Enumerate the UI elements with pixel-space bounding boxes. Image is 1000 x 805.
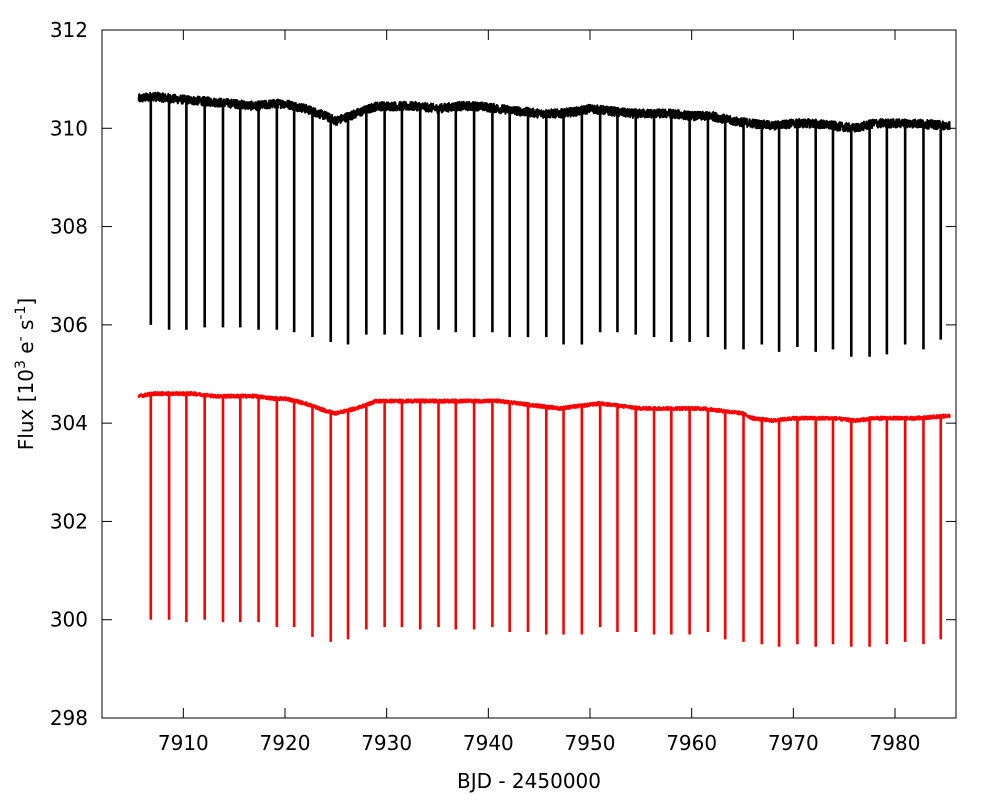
y-axis-title-sup-inverse: -1: [13, 306, 29, 320]
y-axis-title: Flux [103 e- s-1]: [13, 298, 38, 450]
x-axis-title: BJD - 2450000: [457, 769, 601, 793]
x-tick-label: 7950: [565, 731, 616, 755]
y-axis-title-sup-minus: -: [13, 336, 29, 341]
y-axis-title-prefix: Flux [10: [14, 369, 38, 450]
y-axis-title-suffix: ]: [14, 298, 38, 306]
x-tick-label: 7980: [870, 731, 921, 755]
x-tick-label: 7930: [361, 731, 412, 755]
y-tick-label: 310: [50, 116, 88, 140]
series-layer: [137, 91, 951, 647]
x-tick-label: 7910: [158, 731, 209, 755]
y-axis-title-unit-s: s: [14, 320, 38, 337]
y-axis-title-unit-e: e: [14, 341, 38, 360]
y-axis-title-sup-exponent: 3: [13, 360, 29, 369]
y-tick-label: 308: [50, 215, 88, 239]
y-tick-label: 298: [50, 706, 88, 730]
series-1: [137, 390, 951, 647]
x-tick-label: 7920: [260, 731, 311, 755]
y-tick-label: 306: [50, 313, 88, 337]
x-tick-label: 7970: [768, 731, 819, 755]
series-1-baseline-line: [137, 390, 951, 424]
ticks-layer: 7910 7920 7930 7940 7950 7960 7970 7980 298 300 30…: [50, 18, 956, 755]
series-0: [137, 91, 951, 357]
y-tick-label: 300: [50, 608, 88, 632]
plot-frame: [101, 29, 957, 719]
y-tick-label: 302: [50, 509, 88, 533]
x-tick-label: 7960: [666, 731, 717, 755]
series-0-baseline-line: [137, 91, 951, 133]
y-tick-label: 304: [50, 411, 88, 435]
x-tick-label: 7940: [463, 731, 514, 755]
y-tick-label: 312: [50, 18, 88, 42]
